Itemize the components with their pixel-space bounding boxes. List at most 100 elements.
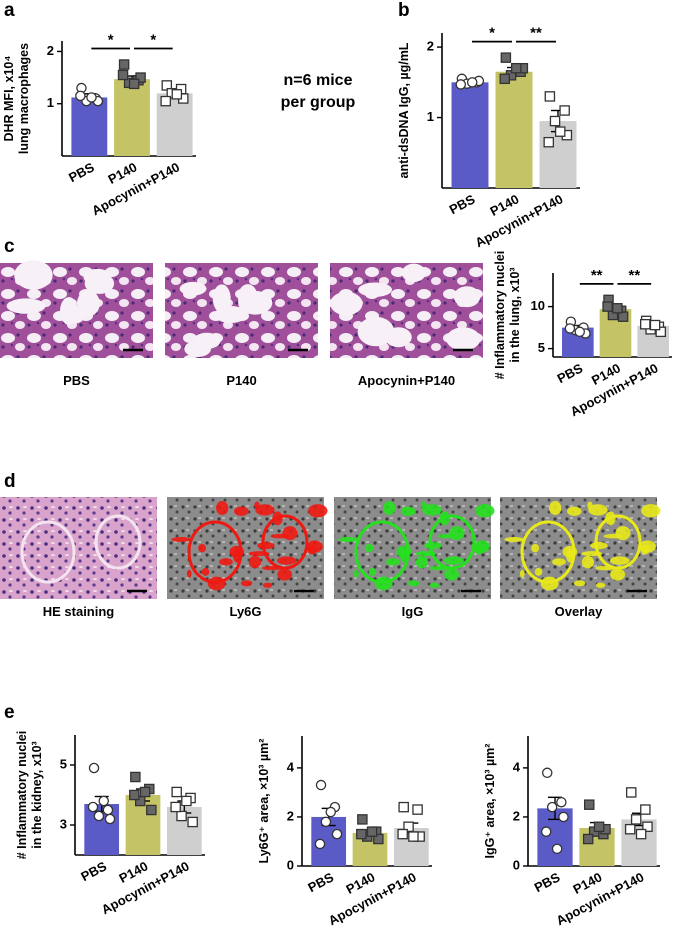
airspace: [212, 284, 231, 313]
data-point: [128, 78, 140, 90]
stain: [219, 558, 233, 566]
caption: IgG: [402, 604, 424, 619]
data-point: [75, 90, 86, 102]
data-point: [171, 89, 183, 100]
y-tick-label: 10: [531, 298, 545, 313]
stain: [186, 569, 192, 578]
stain: [595, 582, 606, 588]
y-axis-label: Ly6G⁺ area, ×10³ µm²: [257, 739, 271, 864]
caption: Overlay: [555, 604, 603, 619]
data-point: [624, 823, 636, 835]
data-point: [118, 59, 130, 70]
data-point: [170, 801, 181, 813]
stain: [306, 540, 323, 553]
data-point: [139, 786, 151, 798]
glomerulus: [428, 514, 476, 570]
stain: [549, 501, 562, 516]
data-point: [160, 95, 171, 107]
stain: [277, 568, 293, 581]
glomerulus: [187, 520, 243, 584]
data-point: [93, 810, 105, 822]
stain: [216, 501, 229, 516]
y-tick-label: 4: [513, 759, 521, 774]
y-tick-label: 2: [427, 39, 434, 54]
stain: [368, 567, 377, 576]
glomerulus: [261, 514, 309, 570]
data-point: [129, 789, 140, 801]
glomerulus: [94, 514, 142, 570]
airspace: [453, 286, 481, 308]
y-tick-label: 1: [47, 95, 54, 110]
data-point: [356, 828, 367, 840]
panel-label: a: [4, 0, 15, 21]
data-point: [510, 62, 522, 74]
data-point: [558, 811, 569, 823]
stain: [504, 536, 524, 542]
stain: [255, 504, 275, 516]
data-point: [408, 831, 419, 842]
stain: [308, 504, 328, 518]
panel-label: b: [398, 0, 410, 21]
x-tick-label: PBS: [78, 858, 109, 884]
data-point: [564, 323, 576, 334]
bar: [71, 97, 108, 156]
data-point: [171, 786, 182, 798]
y-axis-label: in the kidney, x10³: [30, 741, 44, 848]
data-point: [540, 826, 552, 837]
airspace: [330, 291, 363, 316]
stain: [262, 582, 273, 588]
data-point: [187, 816, 198, 828]
panel-label: e: [4, 702, 15, 723]
stain: [581, 555, 594, 569]
data-point: [554, 126, 566, 137]
data-point: [649, 319, 661, 331]
x-tick-label: PBS: [532, 869, 563, 895]
data-point: [146, 804, 157, 816]
airspace: [358, 282, 393, 297]
airspace: [401, 263, 426, 283]
stain: [573, 580, 586, 587]
stain: [386, 558, 400, 566]
data-point: [500, 52, 512, 63]
stain: [415, 555, 428, 569]
stain: [422, 504, 442, 516]
caption: HE staining: [43, 604, 115, 619]
y-axis-label: # Inflammatory nuclei: [15, 731, 29, 860]
airspace: [357, 316, 395, 347]
data-point: [357, 814, 368, 825]
data-point: [315, 779, 327, 791]
data-point: [366, 826, 378, 837]
data-point: [582, 833, 594, 845]
stain: [590, 541, 608, 550]
stain: [407, 580, 420, 587]
data-point: [412, 804, 423, 815]
glomerulus: [20, 520, 76, 584]
bar: [495, 71, 533, 188]
data-point: [625, 787, 637, 798]
note: n=6 mice: [284, 72, 353, 89]
data-point: [583, 799, 595, 810]
airspace: [76, 290, 100, 317]
airspace: [6, 298, 46, 314]
data-point: [98, 795, 109, 807]
stain: [365, 543, 374, 553]
data-point: [117, 69, 129, 81]
y-tick-label: 1: [427, 109, 434, 124]
data-point: [181, 795, 192, 807]
x-tick-label: PBS: [66, 159, 97, 185]
data-point: [398, 801, 409, 813]
data-point: [135, 72, 146, 83]
data-point: [499, 73, 511, 85]
stain: [444, 568, 460, 581]
glomerulus: [520, 520, 576, 584]
data-point: [130, 771, 141, 783]
data-point: [549, 115, 561, 127]
stain: [248, 555, 261, 569]
y-axis-label: DHR MFI, x10⁴: [2, 55, 16, 141]
stain: [240, 580, 253, 587]
data-point: [397, 828, 408, 840]
stain: [641, 504, 661, 518]
stain: [338, 536, 358, 542]
data-point: [541, 767, 553, 779]
glomerulus: [594, 514, 642, 570]
